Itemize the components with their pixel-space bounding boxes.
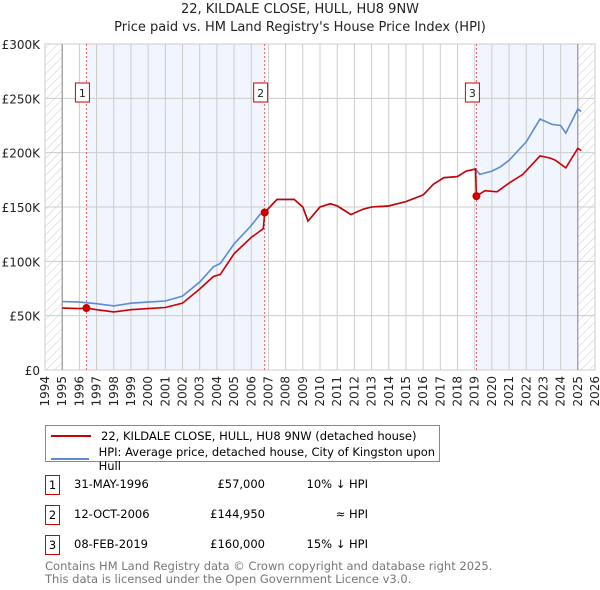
sale-number: 2 — [45, 505, 60, 525]
x-tick-label: 2000 — [141, 376, 155, 407]
sale-hpi: ≈ HPI — [335, 507, 368, 521]
sale-number: 1 — [45, 475, 60, 495]
legend: 22, KILDALE CLOSE, HULL, HU8 9NW (detach… — [45, 425, 440, 473]
sale-label: 3 — [469, 87, 476, 100]
x-tick-label: 1997 — [90, 376, 104, 407]
x-tick-label: 2013 — [365, 376, 379, 407]
x-tick-label: 2007 — [261, 376, 275, 407]
sale-price: £57,000 — [217, 477, 265, 491]
x-tick-label: 2020 — [485, 376, 499, 407]
sale-point — [82, 304, 91, 313]
y-tick-label: £0 — [25, 364, 40, 378]
legend-label: 22, KILDALE CLOSE, HULL, HU8 9NW (detach… — [101, 429, 417, 443]
x-tick-label: 2014 — [382, 376, 396, 407]
y-tick-label: £100K — [2, 255, 42, 269]
y-tick-label: £150K — [2, 201, 42, 215]
x-tick-label: 1996 — [72, 376, 86, 407]
x-tick-label: 2021 — [502, 376, 516, 407]
sale-date: 08-FEB-2019 — [74, 537, 148, 551]
x-tick-label: 2004 — [210, 376, 224, 407]
sale-row: 1 31-MAY-1996 £57,000 10% ↓ HPI — [45, 475, 375, 495]
sale-hpi: 10% ↓ HPI — [306, 477, 368, 491]
sale-date: 31-MAY-1996 — [74, 477, 149, 491]
x-tick-label: 1999 — [124, 376, 138, 407]
x-tick-label: 2024 — [554, 376, 568, 407]
x-tick-label: 2012 — [347, 376, 361, 407]
x-tick-label: 2023 — [536, 376, 550, 407]
x-tick-label: 2011 — [330, 376, 344, 407]
sale-price: £144,950 — [210, 507, 265, 521]
y-tick-label: £250K — [2, 92, 42, 106]
legend-item-property: 22, KILDALE CLOSE, HULL, HU8 9NW (detach… — [51, 429, 417, 443]
sale-point — [260, 208, 269, 217]
sale-price: £160,000 — [210, 537, 265, 551]
x-tick-label: 2017 — [433, 376, 447, 407]
sale-label-box — [253, 82, 269, 103]
x-tick-label: 2016 — [416, 376, 430, 407]
x-tick-label: 2010 — [313, 376, 327, 407]
x-tick-label: 2003 — [193, 376, 207, 407]
x-tick-label: 2015 — [399, 376, 413, 407]
series-line-property — [62, 147, 582, 313]
chart-subtitle: Price paid vs. HM Land Registry's House … — [114, 20, 486, 35]
x-tick-label: 2006 — [244, 376, 258, 407]
sale-hpi: 15% ↓ HPI — [306, 537, 368, 551]
sale-number: 3 — [45, 535, 60, 555]
x-tick-label: 2005 — [227, 376, 241, 407]
sale-label: 2 — [257, 87, 264, 100]
chart-title: 22, KILDALE CLOSE, HULL, HU8 9NW — [180, 2, 420, 17]
sale-point — [472, 192, 481, 201]
x-tick-label: 1995 — [55, 376, 69, 407]
sale-row: 2 12-OCT-2006 £144,950 ≈ HPI — [45, 505, 375, 525]
price-chart: 1994 1995 1996 1997 1998 1999 2000 2001 2002 2003… — [2, 38, 600, 407]
x-tick-label: 2009 — [296, 376, 310, 407]
x-tick-label: 2018 — [451, 376, 465, 407]
x-tick-label: 1998 — [107, 376, 121, 407]
x-tick-label: 2001 — [158, 376, 172, 407]
sale-label-box — [464, 82, 480, 103]
x-tick-label: 2019 — [468, 376, 482, 407]
y-tick-label: £50K — [9, 310, 41, 324]
x-tick-label: 2026 — [588, 376, 600, 407]
legend-label: HPI: Average price, detached house, City… — [98, 445, 436, 473]
legend-item-hpi: HPI: Average price, detached house, City… — [51, 445, 439, 473]
sale-row: 3 08-FEB-2019 £160,000 15% ↓ HPI — [45, 535, 375, 555]
y-tick-label: £300K — [2, 38, 42, 52]
sale-date: 12-OCT-2006 — [74, 507, 150, 521]
footer-line: This data is licensed under the Open Gov… — [45, 572, 412, 586]
x-tick-label: 2025 — [571, 376, 585, 407]
footer: Contains HM Land Registry data © Crown c… — [45, 560, 492, 586]
legend-swatch-red — [51, 435, 91, 437]
x-tick-label: 2002 — [176, 376, 190, 407]
sale-label-box — [74, 82, 90, 103]
y-tick-label: £200K — [2, 147, 42, 161]
x-tick-label: 2008 — [279, 376, 293, 407]
x-tick-label: 2022 — [519, 376, 533, 407]
legend-swatch-blue — [51, 458, 89, 460]
sale-label: 1 — [79, 87, 86, 100]
x-tick-label: 1994 — [38, 376, 52, 407]
footer-line: Contains HM Land Registry data © Crown c… — [45, 559, 493, 573]
